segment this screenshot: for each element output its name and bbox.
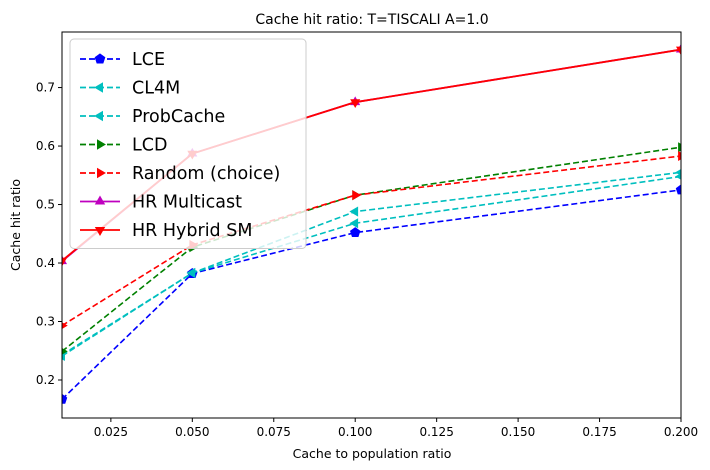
data-point	[62, 257, 68, 267]
legend-marker	[97, 139, 107, 150]
legend-label: HR Hybrid SM	[132, 221, 252, 241]
legend-item: LCD	[80, 136, 167, 156]
data-point	[349, 206, 359, 217]
data-point	[350, 99, 361, 108]
legend-label: ProbCache	[132, 107, 225, 127]
x-tick-label: 0.075	[257, 425, 291, 439]
x-tick-label: 0.175	[582, 425, 616, 439]
legend: LCE CL4M ProbCache LCD Random (choice) HR Mul…	[69, 38, 307, 249]
y-tick-label: 0.7	[36, 81, 55, 95]
x-tick-label: 0.200	[664, 425, 698, 439]
legend-item: HR Multicast	[80, 193, 242, 213]
x-tick-label: 0.100	[338, 425, 372, 439]
y-tick-label: 0.6	[36, 139, 55, 153]
legend-item: HR Hybrid SM	[80, 221, 252, 241]
data-point	[62, 347, 68, 355]
x-tick-label: 0.025	[94, 425, 128, 439]
legend-item: Random (choice)	[80, 164, 280, 184]
data-point	[349, 218, 359, 229]
legend-item: CL4M	[80, 79, 180, 99]
legend-label: HR Multicast	[132, 193, 242, 213]
x-tick-label: 0.050	[175, 425, 209, 439]
chart-title: Cache hit ratio: T=TISCALI A=1.0	[255, 12, 488, 28]
plot-area	[61, 31, 682, 419]
y-axis: 0.2 0.3 0.4 0.5 0.6 0.7	[36, 81, 62, 387]
y-axis-label: Cache hit ratio	[8, 179, 23, 271]
data-point	[349, 227, 361, 238]
x-tick-label: 0.150	[501, 425, 535, 439]
legend-item: ProbCache	[80, 107, 225, 127]
data-point	[675, 184, 681, 195]
data-point	[678, 142, 681, 153]
x-tick-label: 0.125	[419, 425, 453, 439]
legend-marker	[94, 53, 106, 64]
legend-marker	[97, 167, 107, 179]
y-tick-label: 0.3	[36, 315, 55, 329]
series-line	[62, 189, 681, 400]
y-tick-label: 0.5	[36, 198, 55, 212]
legend-item: LCE	[80, 50, 165, 70]
data-point	[675, 173, 681, 180]
legend-label: LCE	[132, 50, 165, 70]
data-point	[678, 150, 681, 162]
x-axis-label: Cache to population ratio	[293, 446, 452, 461]
x-axis: 0.025 0.050 0.075 0.100 0.125 0.150 0.175 0.200	[94, 418, 698, 439]
y-tick-label: 0.4	[36, 256, 55, 270]
legend-marker	[94, 195, 106, 205]
legend-marker	[94, 227, 106, 237]
data-point	[186, 267, 196, 278]
legend-marker	[93, 82, 103, 93]
legend-label: CL4M	[132, 79, 180, 99]
y-tick-label: 0.2	[36, 373, 55, 387]
data-point	[352, 190, 362, 201]
legend-label: LCD	[132, 136, 167, 156]
data-point	[62, 322, 68, 329]
legend-label: Random (choice)	[132, 164, 280, 184]
legend-marker	[93, 110, 103, 122]
legend-box	[69, 38, 307, 249]
data-point	[675, 46, 681, 56]
